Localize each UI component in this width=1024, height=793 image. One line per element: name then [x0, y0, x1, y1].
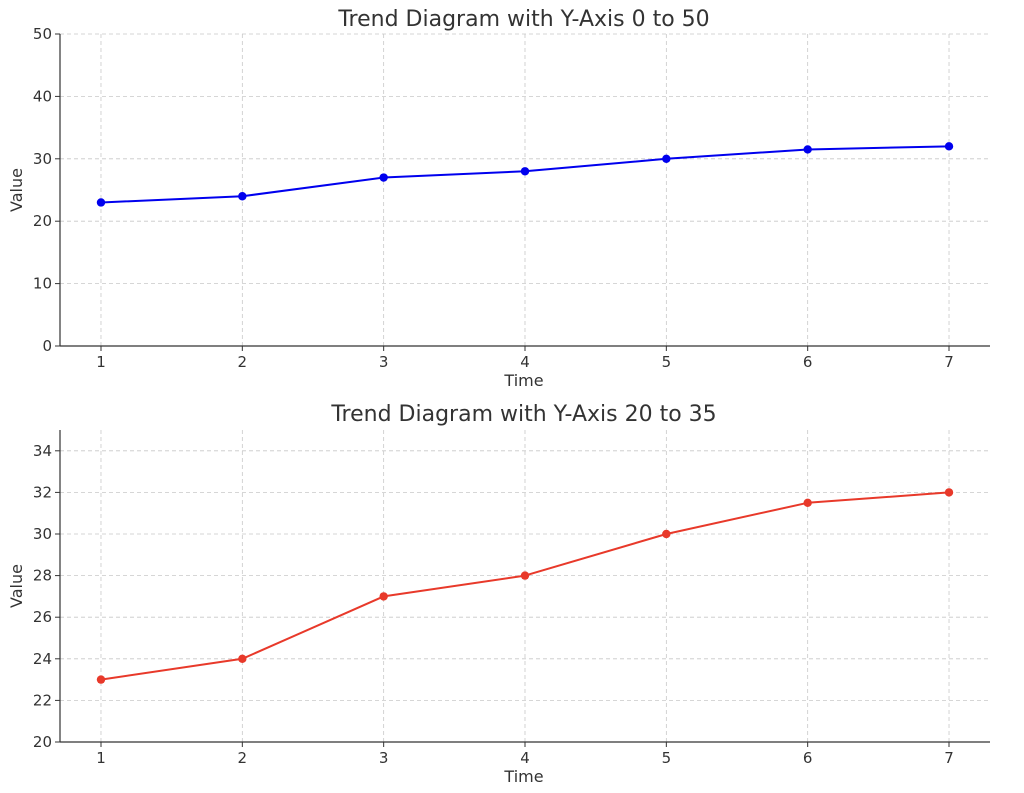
data-point: [379, 592, 388, 601]
data-point: [379, 173, 388, 182]
x-tick-label: 3: [379, 749, 389, 767]
x-axis-label-bottom: Time: [503, 767, 543, 786]
chart-title-bottom: Trend Diagram with Y-Axis 20 to 35: [330, 402, 716, 427]
x-tick-label: 3: [379, 353, 389, 371]
data-point: [803, 145, 812, 154]
x-tick-label: 5: [662, 749, 672, 767]
y-axis-label-top: Value: [7, 168, 26, 212]
chart-top: Trend Diagram with Y-Axis 0 to 50 Time V…: [7, 7, 990, 390]
y-tick-label: 22: [33, 691, 52, 709]
x-tick-label: 1: [96, 353, 106, 371]
x-tick-label: 4: [520, 749, 530, 767]
y-tick-label: 20: [33, 212, 52, 230]
data-point: [238, 192, 247, 201]
x-axis-label-top: Time: [503, 371, 543, 390]
x-tick-label: 6: [803, 353, 813, 371]
x-tick-label: 1: [96, 749, 106, 767]
x-tick-label: 2: [238, 353, 248, 371]
data-point: [944, 488, 954, 497]
data-point: [944, 142, 954, 151]
y-tick-label: 28: [33, 567, 52, 585]
y-axis-label-bottom: Value: [7, 564, 26, 608]
data-point: [96, 198, 106, 207]
y-tick-label: 24: [33, 650, 52, 668]
data-point: [96, 675, 106, 684]
y-tick-label: 32: [33, 483, 52, 501]
x-tick-label: 6: [803, 749, 813, 767]
x-tick-label: 2: [238, 749, 248, 767]
data-point: [238, 654, 247, 663]
chart-title-top: Trend Diagram with Y-Axis 0 to 50: [337, 7, 709, 32]
y-tick-label: 40: [33, 87, 52, 105]
x-tick-label: 7: [944, 353, 954, 371]
x-tick-label: 5: [662, 353, 672, 371]
y-tick-label: 20: [33, 733, 52, 751]
y-tick-label: 26: [33, 608, 52, 626]
chart-bottom: Trend Diagram with Y-Axis 20 to 35 Time …: [7, 402, 990, 786]
y-tick-label: 30: [33, 525, 52, 543]
y-tick-label: 10: [33, 275, 52, 293]
data-point: [520, 167, 530, 176]
data-point: [520, 571, 530, 580]
data-point: [662, 154, 671, 163]
data-point: [662, 529, 671, 539]
x-tick-label: 4: [520, 353, 530, 371]
y-tick-label: 34: [33, 442, 52, 460]
y-tick-label: 0: [42, 337, 52, 355]
x-tick-label: 7: [944, 749, 954, 767]
y-tick-label: 50: [33, 25, 52, 43]
y-tick-label: 30: [33, 150, 52, 168]
data-point: [803, 498, 812, 507]
